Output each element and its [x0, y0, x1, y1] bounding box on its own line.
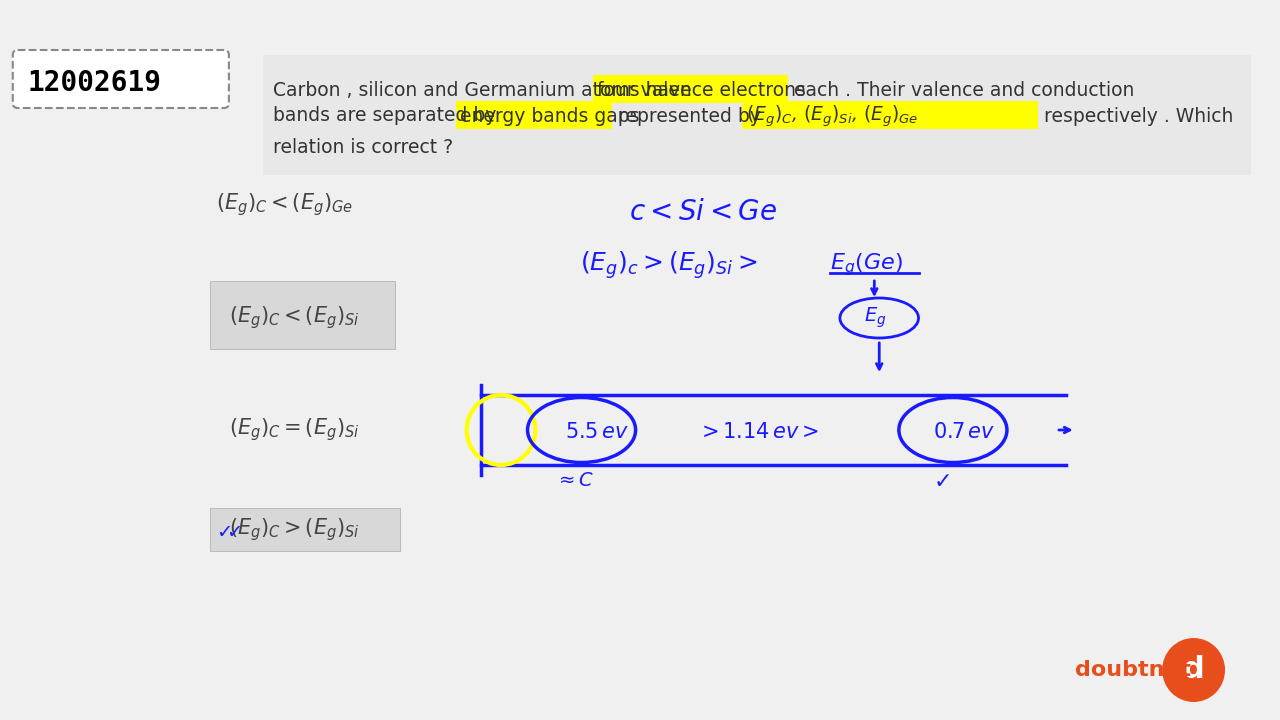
Text: $\checkmark$: $\checkmark$ — [933, 470, 950, 490]
Text: bands are separated by: bands are separated by — [273, 106, 503, 125]
FancyBboxPatch shape — [210, 508, 399, 551]
Text: $(E_g)_c > (E_g)_{Si} > $: $(E_g)_c > (E_g)_{Si} > $ — [580, 249, 756, 281]
Text: each . Their valence and conduction: each . Their valence and conduction — [788, 81, 1134, 99]
Text: $(E_g)_C < (E_g)_{Si}$: $(E_g)_C < (E_g)_{Si}$ — [229, 305, 360, 331]
Text: represented by: represented by — [612, 107, 767, 125]
Text: $\checkmark\!\!\checkmark$: $\checkmark\!\!\checkmark$ — [216, 521, 241, 539]
Text: $0.7\,ev$: $0.7\,ev$ — [933, 422, 996, 442]
FancyBboxPatch shape — [210, 281, 396, 349]
FancyBboxPatch shape — [594, 75, 788, 103]
Circle shape — [1162, 638, 1225, 702]
Text: energy bands gaps: energy bands gaps — [460, 107, 639, 125]
Text: $(E_g)_C$, $(E_g)_{Si}$, $(E_g)_{Ge}$: $(E_g)_C$, $(E_g)_{Si}$, $(E_g)_{Ge}$ — [746, 103, 918, 129]
FancyBboxPatch shape — [264, 55, 1251, 175]
Text: $c < Si < Ge$: $c < Si < Ge$ — [628, 198, 777, 226]
Text: four valence electrons: four valence electrons — [598, 81, 806, 99]
Text: respectively . Which: respectively . Which — [1038, 107, 1234, 125]
FancyBboxPatch shape — [13, 50, 229, 108]
Text: Carbon , silicon and Germanium atoms have: Carbon , silicon and Germanium atoms hav… — [273, 81, 698, 99]
Text: $(E_g)_C < (E_g)_{Ge}$: $(E_g)_C < (E_g)_{Ge}$ — [216, 192, 353, 218]
Text: $> 1.14\,ev >$: $> 1.14\,ev >$ — [698, 422, 819, 442]
Text: $E_g(Ge)$: $E_g(Ge)$ — [831, 251, 902, 279]
Text: relation is correct ?: relation is correct ? — [273, 138, 453, 156]
Text: 12002619: 12002619 — [27, 69, 161, 97]
Text: $\approx$C: $\approx$C — [556, 470, 594, 490]
Text: $E_g$: $E_g$ — [864, 306, 887, 330]
FancyBboxPatch shape — [456, 101, 612, 129]
Text: d: d — [1183, 655, 1204, 685]
Text: $(E_g)_C > (E_g)_{Si}$: $(E_g)_C > (E_g)_{Si}$ — [229, 517, 360, 544]
Text: $(E_g)_C = (E_g)_{Si}$: $(E_g)_C = (E_g)_{Si}$ — [229, 417, 360, 444]
Text: doubtnut: doubtnut — [1075, 660, 1190, 680]
Text: $5.5\,ev$: $5.5\,ev$ — [564, 422, 628, 442]
FancyBboxPatch shape — [741, 101, 1038, 129]
